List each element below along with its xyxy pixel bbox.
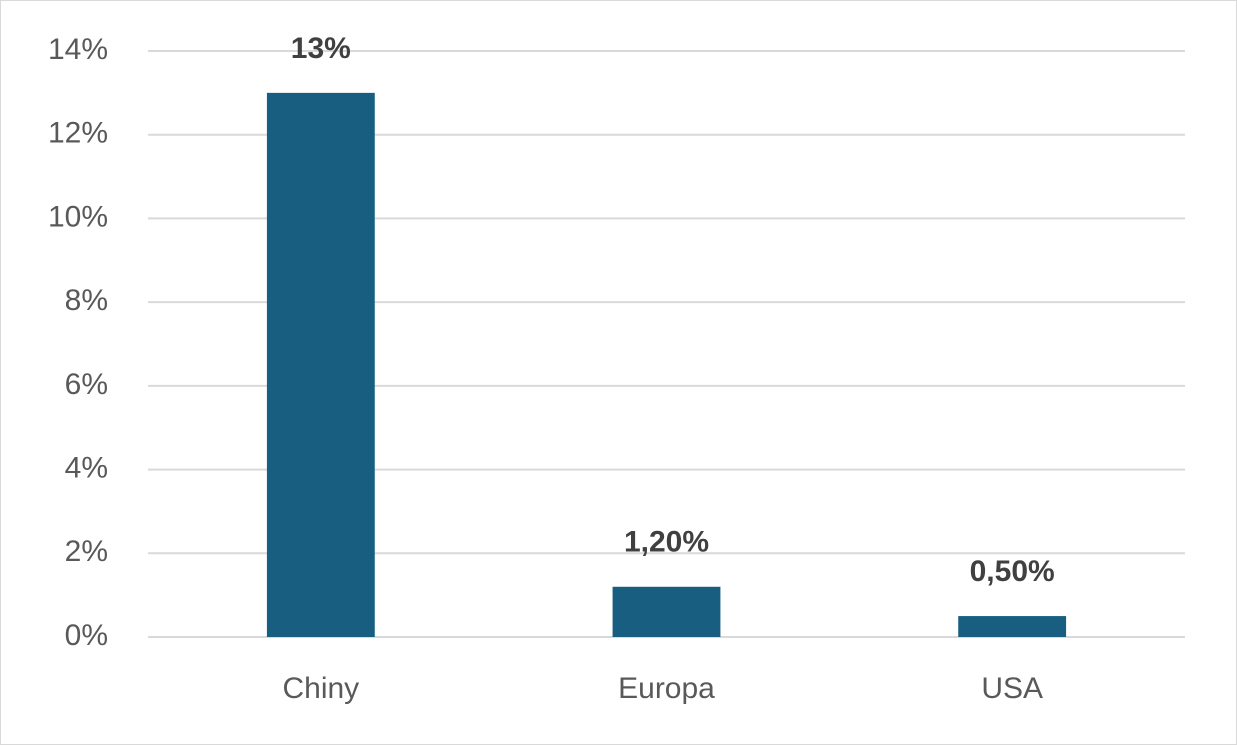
y-tick-label: 8% xyxy=(65,284,108,317)
value-label: 0,50% xyxy=(970,555,1055,588)
bar xyxy=(612,586,721,637)
x-tick-label: USA xyxy=(981,672,1043,705)
y-tick-label: 2% xyxy=(65,535,108,568)
y-tick-label: 6% xyxy=(65,368,108,401)
y-tick-label: 4% xyxy=(65,451,108,484)
bar xyxy=(266,92,375,638)
x-tick-label: Chiny xyxy=(282,672,359,705)
value-label: 1,20% xyxy=(624,526,709,559)
y-tick-label: 10% xyxy=(48,200,108,233)
x-tick-label: Europa xyxy=(618,672,715,705)
bar xyxy=(958,616,1067,637)
y-tick-label: 0% xyxy=(65,619,108,652)
y-tick-label: 14% xyxy=(48,33,108,66)
y-tick-label: 12% xyxy=(48,117,108,150)
value-label: 13% xyxy=(291,32,351,65)
